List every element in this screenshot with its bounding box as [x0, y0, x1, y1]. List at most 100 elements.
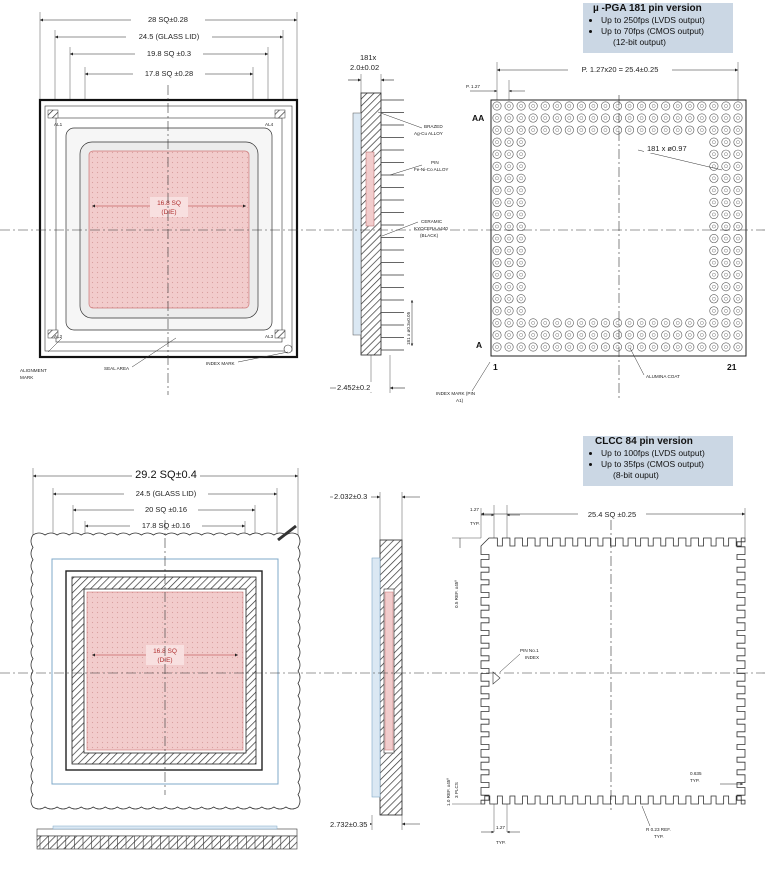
pga-pin	[649, 342, 659, 352]
pga-pin	[733, 282, 743, 292]
pga-pin	[721, 209, 731, 219]
pga-pin	[504, 234, 514, 244]
pga-pin	[516, 342, 526, 352]
pga-pin	[709, 246, 719, 256]
pga-pin	[540, 125, 550, 135]
pga-pin	[637, 113, 647, 123]
pga-pin	[588, 113, 598, 123]
pga-pin	[709, 306, 719, 316]
pga-pin	[721, 197, 731, 207]
pga-pin	[492, 137, 502, 147]
pga-pin	[649, 101, 659, 111]
pga-pin	[709, 222, 719, 232]
pga-pin	[733, 270, 743, 280]
pga-side-pins: 181x	[360, 53, 377, 62]
pga-pin	[733, 197, 743, 207]
pga-die-label: 16.8 SQ	[157, 200, 181, 207]
pga-pin	[492, 258, 502, 268]
pga-pin	[600, 113, 610, 123]
pga-pin	[516, 125, 526, 135]
pga-pin	[612, 101, 622, 111]
pga-pin	[576, 318, 586, 328]
clcc-pad-typ: TYP.	[690, 778, 700, 783]
clcc-info-item-2: Up to 35fps (CMOS output)	[601, 459, 733, 470]
pga-pin	[697, 125, 707, 135]
pga-pin	[709, 173, 719, 183]
clcc-pad-view: 1.27 TYP. 25.4 SQ ±0.25 PIN No.1 INDEX 0…	[446, 505, 746, 845]
pga-pin	[516, 149, 526, 159]
pga-pin	[540, 318, 550, 328]
pga-index-mark: INDEX MARK	[206, 361, 236, 366]
clcc-dim-overall: 29.2 SQ±0.4	[135, 469, 197, 481]
pga-pin	[661, 318, 671, 328]
clcc-pad-w: 0.635	[690, 771, 702, 776]
pga-pin	[504, 137, 514, 147]
pga-pin	[733, 173, 743, 183]
pga-pin	[709, 234, 719, 244]
pga-pin	[721, 113, 731, 123]
clcc-pitch-bottom: 1.27	[496, 825, 505, 830]
pga-pin	[576, 101, 586, 111]
pga-pin	[516, 137, 526, 147]
pga-pin	[504, 101, 514, 111]
pga-pin	[733, 113, 743, 123]
clcc-dim-total: 25.4 SQ ±0.25	[588, 510, 636, 519]
pga-pin	[504, 222, 514, 232]
pga-pin	[661, 342, 671, 352]
pga-pin	[516, 258, 526, 268]
pga-pin	[625, 113, 635, 123]
pga-pin	[733, 185, 743, 195]
pga-pin	[492, 342, 502, 352]
pga-col-21: 21	[727, 362, 737, 372]
pga-pin	[492, 149, 502, 159]
pga-pin-alloy: Fe-Ni-Co ALLOY	[414, 167, 448, 172]
pga-pin	[709, 113, 719, 123]
pga-pin	[516, 330, 526, 340]
pga-ceramic-black: (BLACK)	[420, 233, 439, 238]
pga-al1: AL1	[54, 122, 63, 127]
pga-pin	[637, 342, 647, 352]
pga-pin	[564, 330, 574, 340]
pga-pin	[492, 209, 502, 219]
pga-pin	[504, 161, 514, 171]
pga-pin	[564, 113, 574, 123]
pga-pin	[504, 113, 514, 123]
pga-pin	[697, 113, 707, 123]
pga-pin	[709, 258, 719, 268]
pga-pin	[504, 294, 514, 304]
pga-pin	[552, 318, 562, 328]
clcc-dim-glass: 24.5 (GLASS LID)	[136, 489, 197, 498]
clcc-info-item-1: Up to 100fps (LVDS output)	[601, 448, 733, 459]
pga-pin	[673, 125, 683, 135]
pga-pin	[540, 101, 550, 111]
pga-pin	[733, 294, 743, 304]
pga-pin	[564, 125, 574, 135]
pga-pin	[504, 342, 514, 352]
pga-pin	[504, 209, 514, 219]
pga-pin	[709, 125, 719, 135]
pga-alignment-mark: ALIGNMENT	[20, 368, 47, 373]
pga-pin	[516, 197, 526, 207]
clcc-radius-typ: TYP.	[654, 834, 664, 839]
clcc-pin1: PIN No.1	[520, 648, 539, 653]
pga-ceramic: CERAMIC	[421, 219, 443, 224]
pga-pin	[492, 294, 502, 304]
pga-pin	[721, 185, 731, 195]
pga-pin	[721, 342, 731, 352]
pga-pin	[492, 282, 502, 292]
pga-pin	[733, 137, 743, 147]
pga-pin	[504, 185, 514, 195]
pga-pin	[709, 185, 719, 195]
pga-pin	[733, 222, 743, 232]
pga-pin	[697, 342, 707, 352]
pga-dim-overall: 28 SQ±0.28	[148, 15, 188, 24]
pga-pin	[709, 149, 719, 159]
pga-pin	[685, 113, 695, 123]
pga-pin	[709, 161, 719, 171]
pga-pin	[733, 246, 743, 256]
pga-pin	[697, 101, 707, 111]
pga-pin	[564, 318, 574, 328]
pga-pin	[492, 197, 502, 207]
pga-pin	[709, 209, 719, 219]
